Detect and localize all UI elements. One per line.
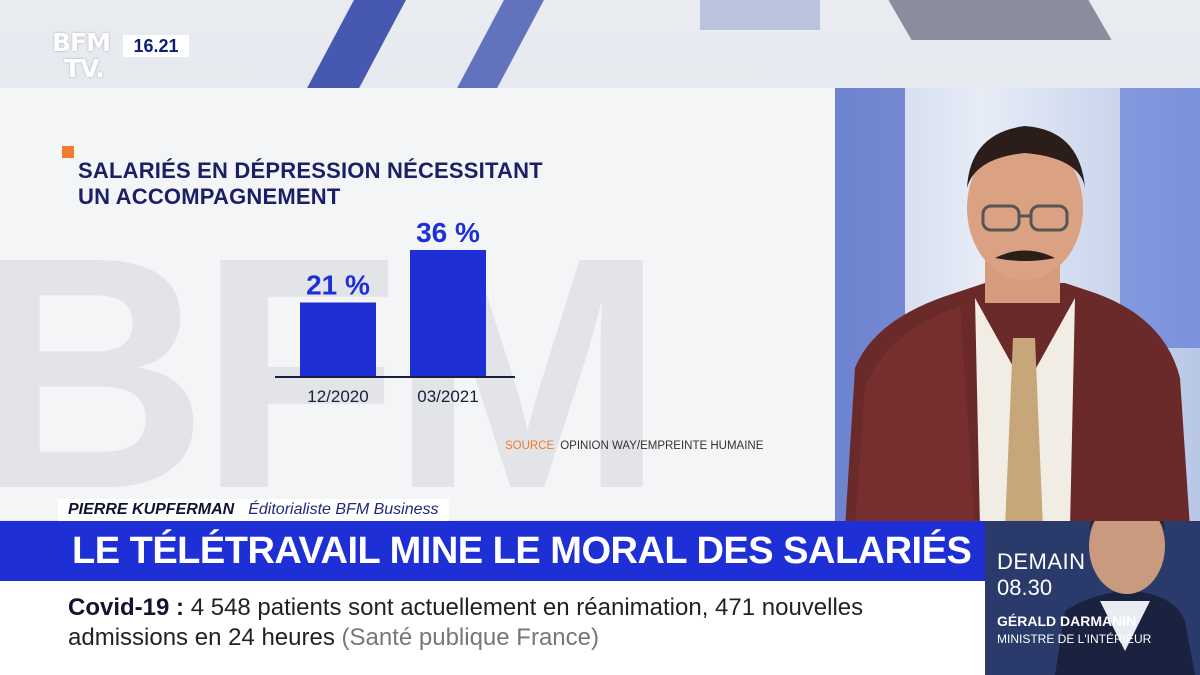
source-label: SOURCE bbox=[505, 440, 555, 452]
speaker-name: PIERRE KUPFERMAN bbox=[68, 501, 235, 518]
ticker-text-block: Covid-19 : 4 548 patients sont actuellem… bbox=[68, 593, 898, 653]
speaker-nametag: PIERRE KUPFERMAN Éditorialiste BFM Busin… bbox=[58, 499, 449, 521]
title-line2: UN ACCOMPAGNEMENT bbox=[78, 184, 341, 209]
headline-text: LE TÉLÉTRAVAIL MINE LE MORAL DES SALARIÉ… bbox=[72, 529, 972, 572]
x-tick-label: 12/2020 bbox=[307, 387, 368, 406]
ticker-source: (Santé publique France) bbox=[341, 624, 599, 651]
bar-12/2020 bbox=[300, 302, 376, 376]
bar-03/2021 bbox=[410, 250, 486, 376]
ticker-text: 4 548 patients sont actuellement en réan… bbox=[68, 594, 864, 651]
logo-line2: TV. bbox=[64, 54, 105, 83]
guest-name: GÉRALD DARMANIN bbox=[997, 613, 1137, 629]
ticker-separator: : bbox=[176, 594, 185, 621]
speaker-role: Éditorialiste BFM Business bbox=[248, 501, 439, 518]
studio-beam bbox=[700, 0, 820, 30]
upcoming-guest-promo: DEMAIN 08.30 GÉRALD DARMANIN MINISTRE DE… bbox=[985, 521, 1200, 675]
bar-value-label: 36 % bbox=[416, 217, 480, 248]
guest-photo bbox=[985, 521, 1200, 675]
presenter-figure bbox=[845, 126, 1190, 528]
title-line1: SALARIÉS EN DÉPRESSION NÉCESSITANT bbox=[78, 158, 543, 183]
headline-banner: LE TÉLÉTRAVAIL MINE LE MORAL DES SALARIÉ… bbox=[0, 521, 985, 581]
studio-beam bbox=[888, 0, 1112, 40]
infographic-panel: BFM SALARIÉS EN DÉPRESSION NÉCESSITANT U… bbox=[0, 88, 835, 520]
ticker-keyword: Covid-19 bbox=[68, 594, 170, 621]
studio-panel bbox=[1120, 88, 1200, 348]
guest-title: MINISTRE DE L'INTÉRIEUR bbox=[997, 632, 1152, 646]
x-tick-label: 03/2021 bbox=[417, 387, 478, 406]
bar-value-label: 21 % bbox=[306, 270, 370, 301]
news-ticker: Covid-19 : 4 548 patients sont actuellem… bbox=[0, 581, 985, 675]
clock: 16.21 bbox=[123, 35, 189, 57]
source-line: SOURCE OPINION WAY/EMPREINTE HUMAINE bbox=[505, 440, 763, 452]
source-text: OPINION WAY/EMPREINTE HUMAINE bbox=[560, 440, 764, 452]
studio-beam bbox=[300, 0, 412, 100]
logo-line1: BFM bbox=[52, 28, 111, 57]
bar-chart-svg: 21 % 12/2020 36 % 03/2021 bbox=[275, 217, 515, 406]
promo-time: 08.30 bbox=[997, 575, 1053, 600]
presenter-video bbox=[835, 88, 1200, 528]
promo-day: DEMAIN bbox=[997, 549, 1086, 574]
infographic-title: SALARIÉS EN DÉPRESSION NÉCESSITANT UN AC… bbox=[78, 158, 543, 210]
title-bullet bbox=[62, 146, 74, 158]
studio-beam bbox=[456, 0, 544, 90]
bar-chart: 21 % 12/2020 36 % 03/2021 bbox=[270, 208, 530, 408]
bfmtv-logo: BFM TV. bbox=[52, 30, 116, 84]
